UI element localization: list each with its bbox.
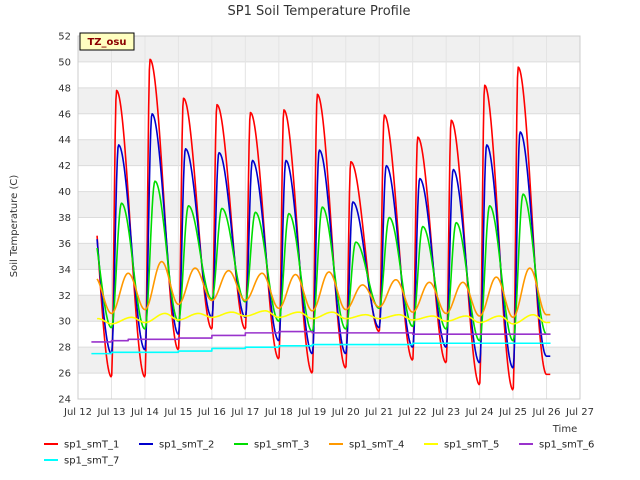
series-line-sp1_smT_5 — [96, 310, 551, 325]
legend-entry: sp1_smT_2 — [159, 440, 214, 451]
legend-entry: sp1_smT_5 — [444, 440, 499, 451]
grid-band — [78, 243, 580, 270]
y-tick-label: 40 — [58, 187, 71, 198]
x-tick-label: Jul 13 — [96, 407, 125, 418]
plot-frame — [77, 35, 581, 400]
legend-entry: sp1_smT_3 — [254, 440, 309, 451]
legend-entry: sp1_smT_7 — [64, 456, 119, 467]
x-tick-label: Jul 19 — [297, 407, 326, 418]
series-line-sp1_smT_7 — [91, 342, 551, 355]
y-tick-labels: 24 26 28 30 32 34 36 38 40 42 44 46 48 50 52 — [58, 32, 71, 406]
legend-entry: sp1_smT_4 — [349, 440, 404, 451]
y-tick-label: 24 — [58, 395, 71, 406]
y-tick-label: 34 — [58, 265, 71, 276]
y-axis-label: Soil Temperature (C) — [9, 175, 20, 278]
site-tag-label: TZ_osu — [87, 37, 126, 48]
series-line-sp1_smT_1 — [96, 58, 551, 391]
y-tick-label: 50 — [58, 57, 71, 68]
x-tick-label: Jul 15 — [163, 407, 192, 418]
site-tag: TZ_osu — [79, 32, 135, 51]
x-tick-label: Jul 17 — [230, 407, 259, 418]
y-tick-label: 42 — [58, 161, 71, 172]
y-tick-label: 32 — [58, 291, 71, 302]
x-tick-label: Jul 21 — [364, 407, 393, 418]
x-axis-label: Time — [552, 424, 577, 435]
x-tick-label: Jul 22 — [398, 407, 427, 418]
y-tick-label: 30 — [58, 317, 71, 328]
x-tick-label: Jul 26 — [532, 407, 561, 418]
grid-band — [78, 87, 580, 114]
site-tag-box — [79, 32, 135, 51]
legend: sp1_smT_1 sp1_smT_2 sp1_smT_3 sp1_smT_4 sp1_… — [44, 440, 594, 467]
y-tick-label: 38 — [58, 213, 71, 224]
y-tick-label: 46 — [58, 109, 71, 120]
chart-title: SP1 Soil Temperature Profile — [228, 4, 411, 19]
y-tick-label: 26 — [58, 369, 71, 380]
x-tick-label: Jul 18 — [264, 407, 293, 418]
x-tick-label: Jul 20 — [331, 407, 360, 418]
legend-entry: sp1_smT_1 — [64, 440, 119, 451]
grid-band — [78, 347, 580, 374]
x-tick-label: Jul 23 — [431, 407, 460, 418]
x-tick-label: Jul 16 — [197, 407, 226, 418]
grid-band — [78, 36, 580, 62]
series-lines — [91, 58, 551, 391]
series-line-sp1_smT_2 — [96, 113, 551, 369]
y-tick-label: 44 — [58, 135, 71, 146]
y-tick-label: 36 — [58, 239, 71, 250]
y-tick-label: 48 — [58, 83, 71, 94]
x-tick-label: Jul 27 — [565, 407, 594, 418]
x-tick-label: Jul 25 — [498, 407, 527, 418]
x-tick-label: Jul 12 — [63, 407, 92, 418]
series-line-sp1_smT_4 — [96, 260, 551, 319]
series-line-sp1_smT_6 — [91, 330, 551, 343]
grid-band — [78, 139, 580, 166]
x-tick-label: Jul 14 — [130, 407, 159, 418]
x-tick-labels: Jul 12 Jul 13 Jul 14 Jul 15 Jul 16 Jul 17 Jul … — [63, 407, 594, 418]
y-tick-label: 52 — [58, 32, 71, 43]
y-tick-label: 28 — [58, 343, 71, 354]
series-line-sp1_smT_3 — [96, 180, 551, 342]
legend-entry: sp1_smT_6 — [539, 440, 594, 451]
x-tick-label: Jul 24 — [465, 407, 494, 418]
